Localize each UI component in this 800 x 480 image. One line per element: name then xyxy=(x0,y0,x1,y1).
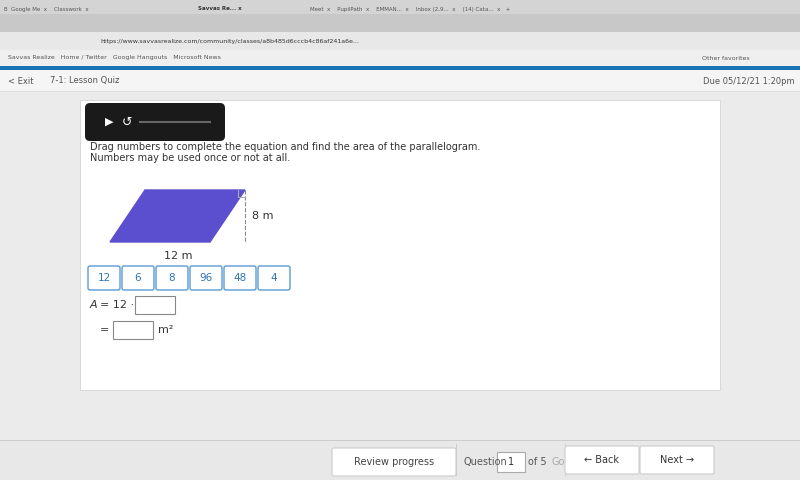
Text: Question: Question xyxy=(463,457,506,467)
Text: of 5: of 5 xyxy=(528,457,546,467)
Text: ↺: ↺ xyxy=(122,116,133,129)
Text: 12: 12 xyxy=(98,273,110,283)
Text: ▶: ▶ xyxy=(105,117,114,127)
FancyBboxPatch shape xyxy=(565,444,566,476)
Text: 8 m: 8 m xyxy=(252,211,274,221)
FancyBboxPatch shape xyxy=(258,266,290,290)
Text: Savvas Realize   Home / Twitter   Google Hangouts   Microsoft News: Savvas Realize Home / Twitter Google Han… xyxy=(8,56,221,60)
Text: Drag numbers to complete the equation and find the area of the parallelogram.: Drag numbers to complete the equation an… xyxy=(90,142,480,152)
FancyBboxPatch shape xyxy=(0,91,800,92)
FancyBboxPatch shape xyxy=(0,66,800,70)
Text: =: = xyxy=(100,325,110,335)
Text: 4: 4 xyxy=(270,273,278,283)
Text: Other favorites: Other favorites xyxy=(702,56,750,60)
Polygon shape xyxy=(110,190,245,242)
Text: Due 05/12/21 1:20pm: Due 05/12/21 1:20pm xyxy=(703,76,795,85)
FancyBboxPatch shape xyxy=(156,266,188,290)
FancyBboxPatch shape xyxy=(224,266,256,290)
FancyBboxPatch shape xyxy=(113,321,153,339)
FancyBboxPatch shape xyxy=(456,444,457,476)
Text: 1: 1 xyxy=(508,457,514,467)
Text: A: A xyxy=(90,300,98,310)
FancyBboxPatch shape xyxy=(0,32,800,50)
Text: 8: 8 xyxy=(169,273,175,283)
FancyBboxPatch shape xyxy=(88,266,120,290)
FancyBboxPatch shape xyxy=(0,70,800,92)
Text: 48: 48 xyxy=(234,273,246,283)
FancyBboxPatch shape xyxy=(640,446,714,474)
FancyBboxPatch shape xyxy=(122,266,154,290)
Text: B  Google Me  x    Classwork  x: B Google Me x Classwork x xyxy=(4,7,89,12)
Text: < Exit: < Exit xyxy=(8,76,34,85)
FancyBboxPatch shape xyxy=(80,100,720,390)
FancyBboxPatch shape xyxy=(85,103,225,141)
Text: Next →: Next → xyxy=(660,455,694,465)
Text: 6: 6 xyxy=(134,273,142,283)
Text: 96: 96 xyxy=(199,273,213,283)
FancyBboxPatch shape xyxy=(0,14,800,32)
Text: 12 m: 12 m xyxy=(164,251,192,261)
FancyBboxPatch shape xyxy=(565,446,639,474)
FancyBboxPatch shape xyxy=(0,440,800,441)
FancyBboxPatch shape xyxy=(190,266,222,290)
Text: Go: Go xyxy=(551,457,564,467)
Text: Numbers may be used once or not at all.: Numbers may be used once or not at all. xyxy=(90,153,290,163)
FancyBboxPatch shape xyxy=(0,440,800,480)
Text: Meet  x    PupilPath  x    EMMAN...  x    Inbox (2,9...  x    (14) Cata...  x   : Meet x PupilPath x EMMAN... x Inbox (2,9… xyxy=(310,7,510,12)
Text: = 12 ·: = 12 · xyxy=(100,300,134,310)
Text: m²: m² xyxy=(158,325,174,335)
Text: Review progress: Review progress xyxy=(354,457,434,467)
Text: 7-1: Lesson Quiz: 7-1: Lesson Quiz xyxy=(50,76,119,85)
FancyBboxPatch shape xyxy=(0,0,800,14)
Text: https://www.savvasrealize.com/community/classes/a8b485d6cccb4c86af241a6e...: https://www.savvasrealize.com/community/… xyxy=(100,38,359,44)
FancyBboxPatch shape xyxy=(0,50,800,66)
FancyBboxPatch shape xyxy=(135,296,175,314)
FancyBboxPatch shape xyxy=(497,452,525,472)
FancyBboxPatch shape xyxy=(332,448,456,476)
Text: ← Back: ← Back xyxy=(585,455,619,465)
FancyBboxPatch shape xyxy=(0,92,800,480)
Text: Savvas Re... x: Savvas Re... x xyxy=(198,7,242,12)
